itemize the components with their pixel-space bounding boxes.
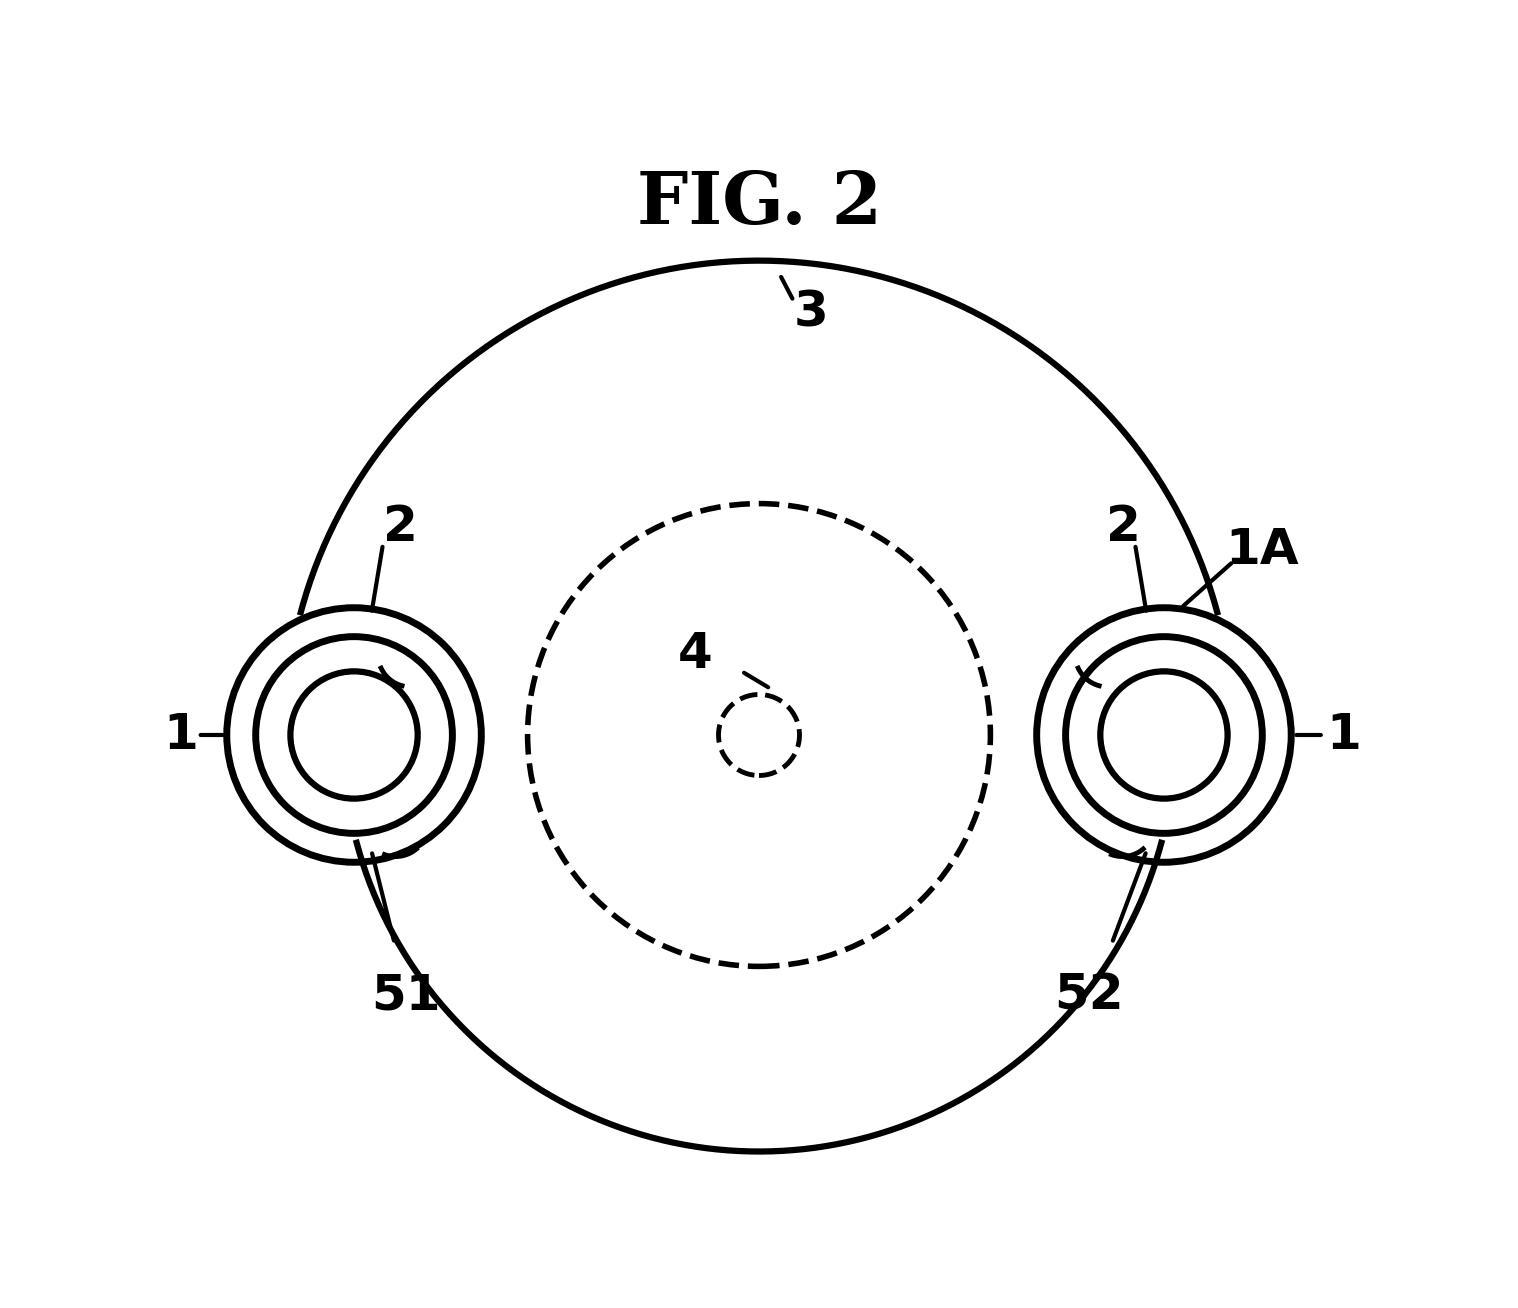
Text: 51: 51 (372, 972, 440, 1019)
Text: FIG. 2: FIG. 2 (636, 167, 882, 239)
Text: 2: 2 (1107, 502, 1142, 551)
Text: 1A: 1A (1225, 526, 1299, 574)
Text: 1: 1 (162, 712, 197, 759)
Text: 3: 3 (794, 289, 829, 336)
Text: 4: 4 (679, 630, 713, 678)
Text: 52: 52 (1053, 972, 1123, 1019)
Text: 1: 1 (1325, 712, 1360, 759)
Text: 2: 2 (383, 502, 417, 551)
